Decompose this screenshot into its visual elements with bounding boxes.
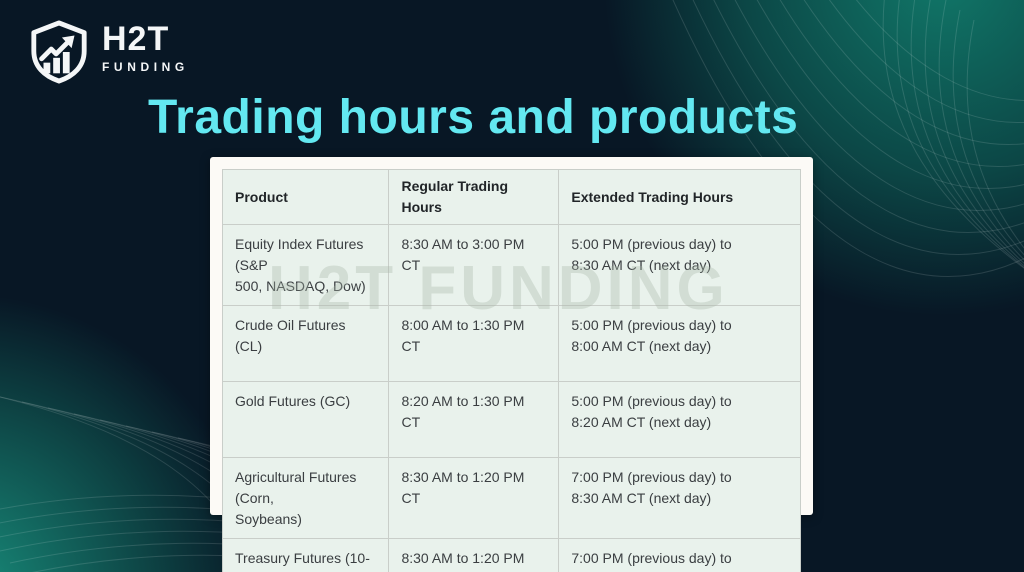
trading-hours-card: Product Regular Trading Hours Extended T… — [210, 157, 813, 572]
brand-name: H2T — [102, 20, 170, 58]
cell-product: Agricultural Futures (Corn, Soybeans) — [221, 457, 390, 539]
logo-text: H2T FUNDING — [102, 20, 189, 74]
trading-hours-table: Product Regular Trading Hours Extended T… — [221, 169, 801, 572]
cell-product: Treasury Futures (10-Year Notes) — [221, 538, 390, 572]
column-header-regular-hours: Regular Trading Hours — [388, 169, 560, 225]
cell-regular-hours: 8:30 AM to 3:00 PM CT — [388, 224, 560, 306]
column-header-extended-hours: Extended Trading Hours — [558, 169, 801, 225]
table-row: Agricultural Futures (Corn, Soybeans) 8:… — [221, 457, 801, 539]
cell-regular-hours: 8:30 AM to 1:20 PM CT — [388, 457, 560, 539]
brand-subtitle: FUNDING — [102, 60, 189, 74]
cell-regular-hours: 8:00 AM to 1:30 PM CT — [388, 305, 560, 382]
table-row: Treasury Futures (10-Year Notes) 8:30 AM… — [221, 538, 801, 572]
table-row: Crude Oil Futures (CL) 8:00 AM to 1:30 P… — [221, 305, 801, 382]
cell-product: Crude Oil Futures (CL) — [221, 305, 390, 382]
table-header-row: Product Regular Trading Hours Extended T… — [221, 169, 801, 225]
table-row: Gold Futures (GC) 8:20 AM to 1:30 PM CT … — [221, 381, 801, 458]
page-title: Trading hours and products — [148, 91, 799, 144]
cell-product: Gold Futures (GC) — [221, 381, 390, 458]
logo: H2T FUNDING — [28, 20, 189, 84]
cell-regular-hours: 8:30 AM to 1:20 PM CT — [388, 538, 560, 572]
shield-chart-icon — [31, 20, 87, 84]
cell-extended-hours: 5:00 PM (previous day) to 8:00 AM CT (ne… — [558, 305, 801, 382]
cell-extended-hours: 7:00 PM (previous day) to 8:30 AM CT (ne… — [558, 538, 801, 572]
cell-product: Equity Index Futures (S&P 500, NASDAQ, D… — [221, 224, 390, 306]
cell-extended-hours: 7:00 PM (previous day) to 8:30 AM CT (ne… — [558, 457, 801, 539]
cell-extended-hours: 5:00 PM (previous day) to 8:20 AM CT (ne… — [558, 381, 801, 458]
table-row: Equity Index Futures (S&P 500, NASDAQ, D… — [221, 224, 801, 306]
cell-regular-hours: 8:20 AM to 1:30 PM CT — [388, 381, 560, 458]
cell-extended-hours: 5:00 PM (previous day) to 8:30 AM CT (ne… — [558, 224, 801, 306]
column-header-product: Product — [221, 169, 390, 225]
